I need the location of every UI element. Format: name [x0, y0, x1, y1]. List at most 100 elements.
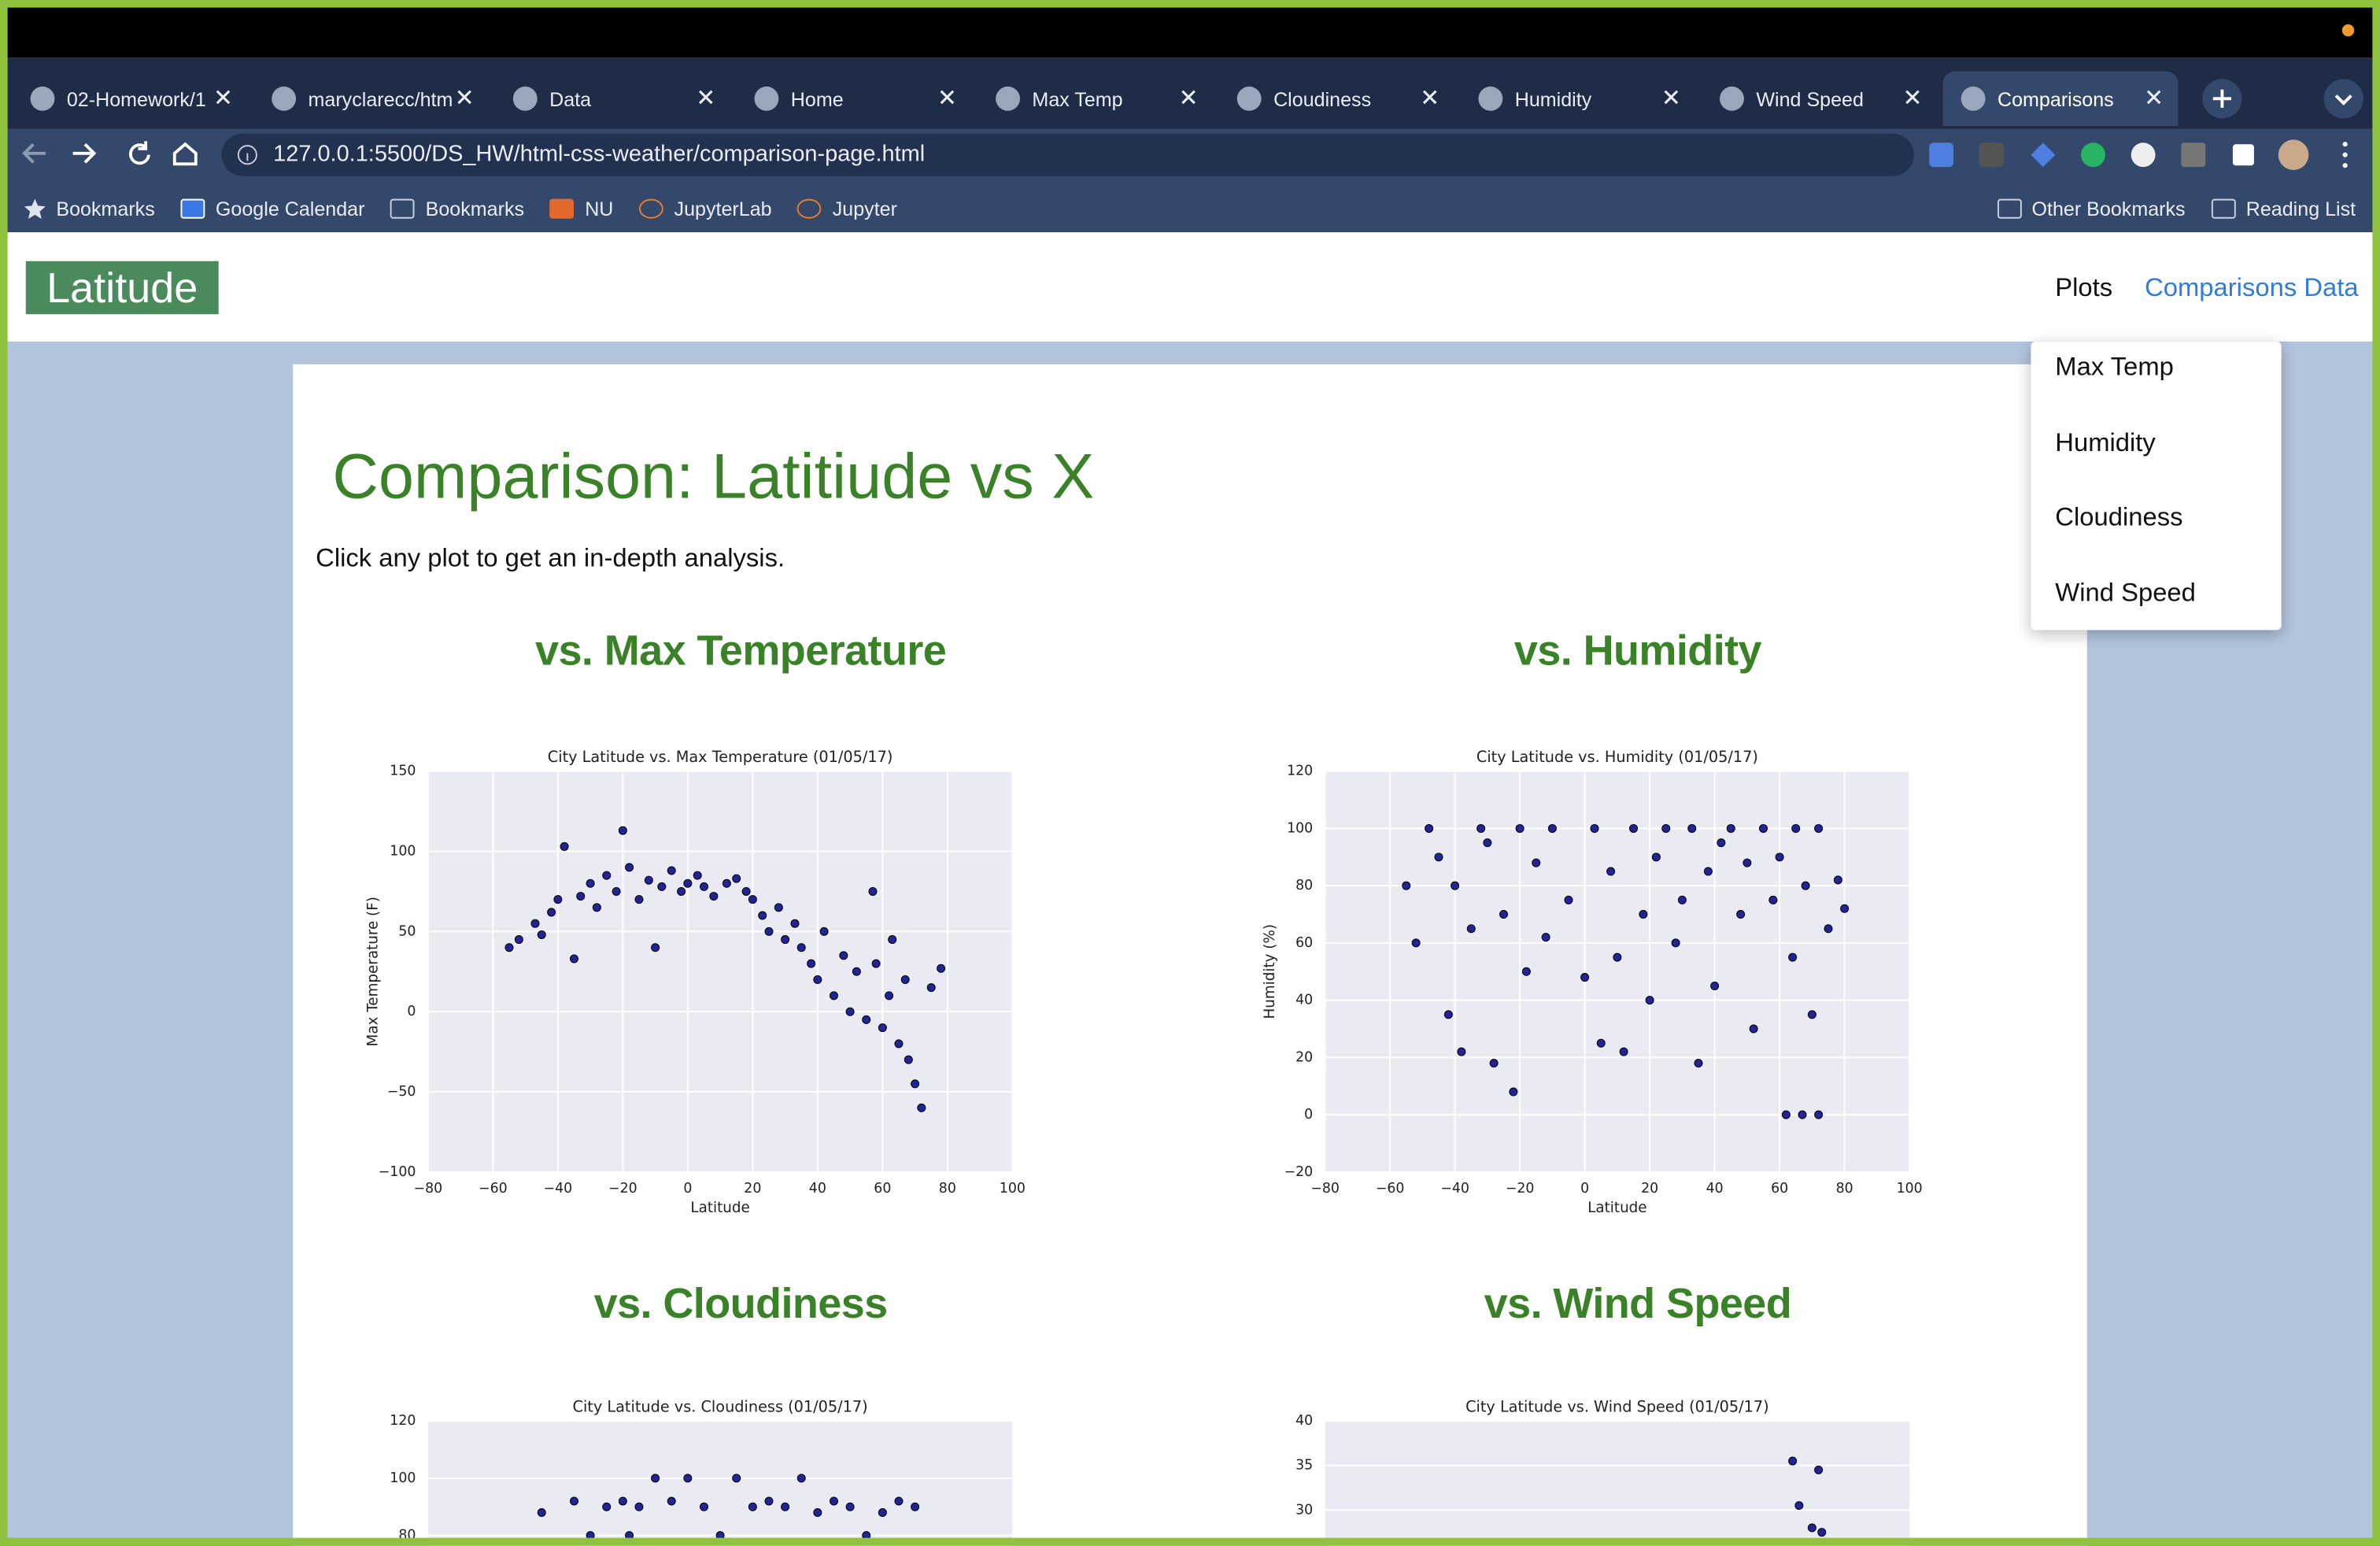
- tab[interactable]: Max Temp: [978, 72, 1213, 126]
- address-bar[interactable]: 127.0.0.1:5500/DS_HW/html-css-weather/co…: [221, 133, 1914, 176]
- tab-close[interactable]: [1903, 88, 1921, 106]
- bookmark[interactable]: Bookmarks: [390, 193, 524, 224]
- y-tick-label: 100: [390, 1470, 416, 1486]
- y-tick-label: 0: [407, 1004, 416, 1019]
- bookmarks-bar: Bookmarks Google Calendar Bookmarks NU J…: [24, 193, 2362, 224]
- bookmark[interactable]: Other Bookmarks: [1997, 193, 2186, 224]
- scatter-chart[interactable]: 30 35 40 City Latitude vs. Wind Speed (01/0…: [1246, 1391, 1959, 1546]
- nav-link[interactable]: Comparisons Data: [2145, 273, 2359, 302]
- point: [1457, 1047, 1466, 1056]
- bookmark[interactable]: Google Calendar: [180, 193, 364, 224]
- point: [904, 1055, 913, 1064]
- nav-link[interactable]: Plots: [2055, 273, 2113, 302]
- y-tick-label: −100: [379, 1164, 416, 1180]
- tab-close[interactable]: [697, 88, 715, 106]
- y-tick-label: 80: [1295, 878, 1313, 893]
- chart-title: City Latitude vs. Humidity (01/05/17): [1476, 748, 1758, 766]
- dropdown-item[interactable]: Max Temp: [2055, 352, 2174, 382]
- tab-close[interactable]: [2145, 88, 2163, 106]
- point: [514, 935, 523, 945]
- x-tick-label: 40: [809, 1181, 826, 1196]
- point: [1677, 895, 1687, 904]
- point: [813, 1508, 822, 1518]
- tab[interactable]: Home: [736, 72, 971, 126]
- scatter-chart[interactable]: −80 −60 −40 −20 0 20 40 60 80 100 −100 −50 0 50 100 150…: [349, 741, 1062, 1226]
- y-tick-label: 40: [1295, 993, 1313, 1008]
- tab[interactable]: 02-Homework/1: [12, 72, 247, 126]
- nav-buttons[interactable]: [15, 134, 213, 176]
- tab-close[interactable]: [1179, 88, 1197, 106]
- bookmark-label: Bookmarks: [56, 196, 155, 220]
- point: [1509, 1087, 1518, 1097]
- bookmark[interactable]: Jupyter: [797, 193, 897, 224]
- point: [634, 895, 644, 904]
- tab-close[interactable]: [1421, 88, 1439, 106]
- point: [764, 1496, 774, 1506]
- bookmark[interactable]: NU: [549, 193, 613, 224]
- dropdown-item[interactable]: Humidity: [2055, 427, 2156, 457]
- point: [560, 841, 569, 851]
- point: [1521, 967, 1531, 976]
- x-tick-label: 60: [1771, 1181, 1788, 1196]
- bookmark-label: Reading List: [2245, 196, 2356, 220]
- point: [807, 959, 816, 968]
- tab[interactable]: Cloudiness: [1219, 72, 1454, 126]
- section-heading: vs. Max Temperature: [535, 627, 947, 675]
- x-axis-label: Latitude: [1587, 1200, 1646, 1216]
- bookmark[interactable]: JupyterLab: [639, 193, 772, 224]
- point: [764, 926, 774, 936]
- point: [1590, 823, 1599, 833]
- close-icon: [216, 90, 231, 105]
- tab-close[interactable]: [214, 88, 232, 106]
- bookmark[interactable]: Bookmarks: [24, 193, 155, 224]
- tab-close[interactable]: [456, 88, 474, 106]
- tab-close[interactable]: [938, 88, 956, 106]
- tab-close[interactable]: [1662, 88, 1680, 106]
- y-tick-label: 35: [1295, 1458, 1313, 1474]
- tab[interactable]: Humidity: [1460, 72, 1695, 126]
- tab[interactable]: Wind Speed: [1702, 72, 1937, 126]
- dropdown-item[interactable]: Cloudiness: [2055, 502, 2183, 531]
- tab[interactable]: Data: [495, 72, 730, 126]
- point: [1710, 981, 1720, 990]
- brand[interactable]: Latitude: [25, 261, 219, 315]
- close-icon: [1664, 90, 1679, 105]
- tab[interactable]: maryclarecc/htm: [253, 72, 489, 126]
- point: [796, 1474, 806, 1483]
- x-tick-label: 0: [1580, 1181, 1589, 1196]
- point: [1807, 1010, 1816, 1019]
- point: [1749, 1024, 1758, 1034]
- point: [813, 975, 822, 984]
- tab-search[interactable]: [2323, 79, 2363, 119]
- y-axis-label: Max Temperature (F): [364, 897, 381, 1046]
- tab[interactable]: Comparisons: [1942, 71, 2179, 127]
- point: [553, 895, 563, 904]
- dropdown-item[interactable]: Wind Speed: [2055, 578, 2196, 608]
- point: [1489, 1059, 1499, 1068]
- new-tab-button[interactable]: [2202, 79, 2242, 119]
- point: [693, 871, 702, 880]
- plot-area: [1325, 1421, 1910, 1546]
- point: [852, 967, 861, 976]
- point: [1788, 1456, 1798, 1466]
- plot-area: [427, 771, 1013, 1172]
- scatter-chart[interactable]: −80 −60 −40 −20 0 20 40 60 80 100 −20 0 20 40 60 80 100 1…: [1246, 741, 1959, 1226]
- bookmark[interactable]: Reading List: [2211, 193, 2356, 224]
- point: [1726, 823, 1735, 833]
- bookmark-label: Bookmarks: [425, 196, 525, 220]
- point: [634, 1502, 644, 1511]
- point: [1425, 823, 1434, 833]
- point: [1817, 1528, 1827, 1537]
- point: [845, 1502, 855, 1511]
- point: [1619, 1047, 1628, 1056]
- point: [1451, 881, 1460, 890]
- y-tick-label: 120: [390, 1413, 416, 1429]
- point: [586, 878, 595, 888]
- point: [741, 886, 751, 896]
- x-tick-label: 100: [1897, 1181, 1923, 1196]
- point: [569, 1496, 578, 1506]
- point: [618, 826, 627, 835]
- point: [1791, 823, 1801, 833]
- point: [1515, 823, 1524, 833]
